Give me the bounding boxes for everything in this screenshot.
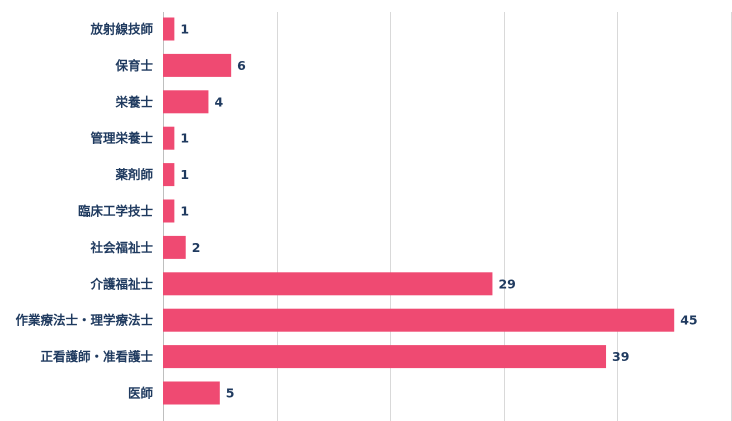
value-label: 1 xyxy=(180,131,189,146)
bar xyxy=(163,345,607,369)
value-label: 39 xyxy=(612,349,629,364)
value-label: 45 xyxy=(680,313,697,328)
category-label: 介護福祉士 xyxy=(89,276,153,291)
category-label: 管理栄養士 xyxy=(90,131,153,146)
bar xyxy=(163,126,175,150)
bar xyxy=(163,272,493,296)
bar xyxy=(163,381,220,405)
bar xyxy=(163,235,186,259)
value-labels: 1 6 4 1 1 1 2 29 45 39 5 xyxy=(180,22,697,401)
bar xyxy=(163,163,175,187)
category-label: 医師 xyxy=(128,386,154,401)
bars xyxy=(163,17,675,405)
value-label: 1 xyxy=(180,22,189,37)
bar xyxy=(163,90,209,114)
category-label: 臨床工学技士 xyxy=(78,204,154,219)
category-label: 栄養士 xyxy=(114,94,153,109)
category-label: 放射線技師 xyxy=(89,22,153,37)
category-label: 社会福祉士 xyxy=(89,240,153,255)
value-label: 5 xyxy=(226,386,235,401)
value-label: 1 xyxy=(180,204,189,219)
category-label: 保育士 xyxy=(114,58,153,73)
category-label: 作業療法士・理学療法士 xyxy=(15,313,153,328)
category-labels: 放射線技師保育士栄養士管理栄養士薬剤師臨床工学技士社会福祉士介護福祉士作業療法士… xyxy=(15,22,153,401)
bar xyxy=(163,308,675,332)
bar xyxy=(163,199,175,223)
value-label: 29 xyxy=(498,276,515,291)
value-label: 2 xyxy=(192,240,201,255)
bar xyxy=(163,53,232,77)
value-label: 1 xyxy=(180,167,189,182)
value-label: 6 xyxy=(237,58,246,73)
bar xyxy=(163,17,175,41)
category-label: 正看護師・准看護士 xyxy=(40,349,153,364)
value-label: 4 xyxy=(214,94,223,109)
category-label: 薬剤師 xyxy=(114,167,153,182)
